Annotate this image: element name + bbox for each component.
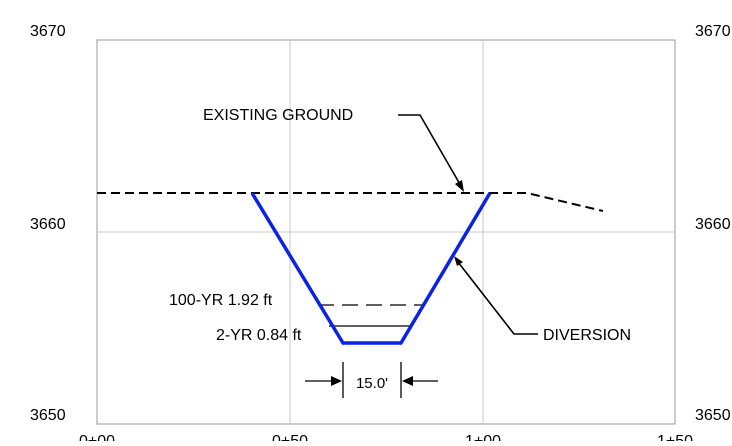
diversion-label: DIVERSION	[543, 327, 631, 344]
dim-arrowhead-right	[402, 376, 413, 386]
y-label-3660-left: 3660	[30, 216, 66, 233]
x-label-0-50: 0+50	[272, 433, 308, 441]
grid	[97, 40, 675, 424]
existing-ground-label: EXISTING GROUND	[203, 107, 353, 124]
wse-2yr-label: 2-YR 0.84 ft	[216, 327, 302, 344]
wse-100yr-label: 100-YR 1.92 ft	[169, 292, 273, 309]
diversion-channel	[250, 192, 492, 345]
bottom-width-dimension: 15.0'	[305, 362, 438, 398]
y-label-3650-left: 3650	[30, 407, 66, 424]
y-label-3670-left: 3670	[30, 23, 66, 40]
diversion-leader	[457, 261, 538, 335]
existing-ground-line	[97, 192, 604, 212]
existing-ground-leader	[398, 114, 462, 187]
x-label-1-50: 1+50	[657, 433, 693, 441]
y-label-3650-right: 3650	[695, 407, 731, 424]
x-label-0-00: 0+00	[79, 433, 115, 441]
x-label-1-00: 1+00	[465, 433, 501, 441]
y-label-3670-right: 3670	[695, 23, 731, 40]
diversion-arrowhead	[454, 256, 463, 266]
dim-arrowhead-left	[331, 376, 342, 386]
y-label-3660-right: 3660	[695, 216, 731, 233]
existing-ground-arrowhead	[455, 180, 464, 192]
bottom-width-label: 15.0'	[356, 375, 388, 392]
